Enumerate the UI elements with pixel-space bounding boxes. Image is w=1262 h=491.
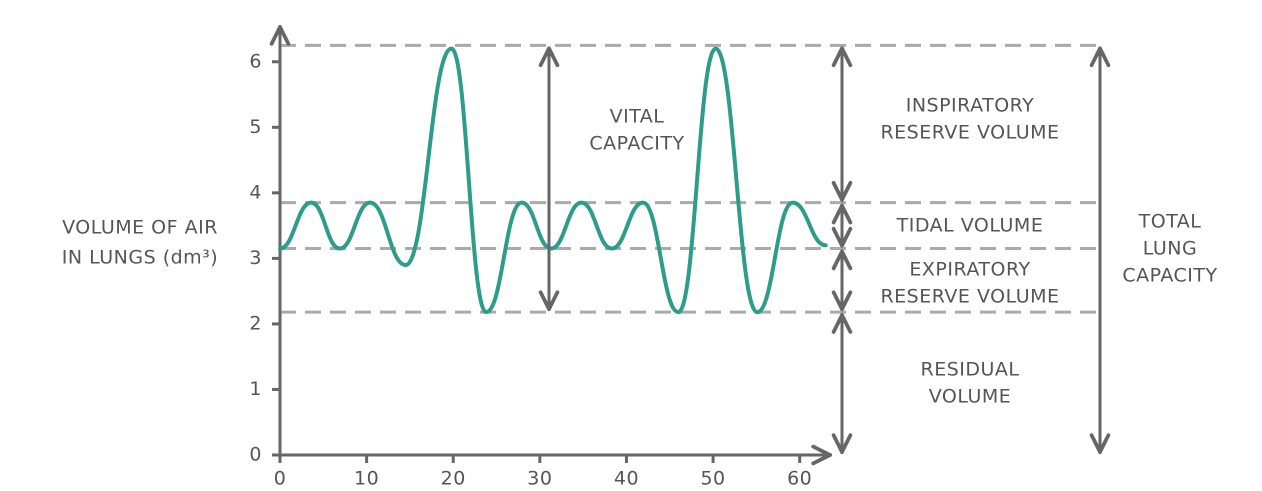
data-line xyxy=(278,46,828,315)
y-axis-label: VOLUME OF AIR xyxy=(62,217,218,239)
x-tick-label: 0 xyxy=(274,468,287,490)
y-tick-label: 5 xyxy=(249,116,262,138)
annotation: RESERVE VOLUME xyxy=(880,286,1059,308)
annotation: RESERVE VOLUME xyxy=(880,122,1059,144)
y-tick-label: 2 xyxy=(249,312,262,334)
x-tick-label: 50 xyxy=(700,468,725,490)
annotation: EXPIRATORY xyxy=(909,259,1030,281)
x-tick-label: 30 xyxy=(527,468,552,490)
y-tick-label: 0 xyxy=(249,444,262,466)
annotation: VITAL xyxy=(610,106,665,128)
y-axis-label: IN LUNGS (dm³) xyxy=(62,247,218,269)
annotation: RESIDUAL xyxy=(921,359,1020,381)
y-tick-label: 3 xyxy=(249,247,262,269)
y-tick-label: 4 xyxy=(249,181,262,203)
annotation: TIDAL VOLUME xyxy=(896,215,1044,237)
annotation: TOTAL xyxy=(1138,211,1202,233)
x-tick-label: 60 xyxy=(787,468,812,490)
x-tick-label: 20 xyxy=(441,468,466,490)
annotation: INSPIRATORY xyxy=(906,95,1035,117)
x-tick-label: 40 xyxy=(614,468,639,490)
annotation: VOLUME xyxy=(929,386,1012,408)
annotation: CAPACITY xyxy=(1122,265,1217,287)
y-tick-label: 1 xyxy=(249,378,262,400)
annotation: CAPACITY xyxy=(589,133,684,155)
annotation: LUNG xyxy=(1143,238,1197,260)
x-tick-label: 10 xyxy=(354,468,379,490)
y-tick-label: 6 xyxy=(249,50,262,72)
